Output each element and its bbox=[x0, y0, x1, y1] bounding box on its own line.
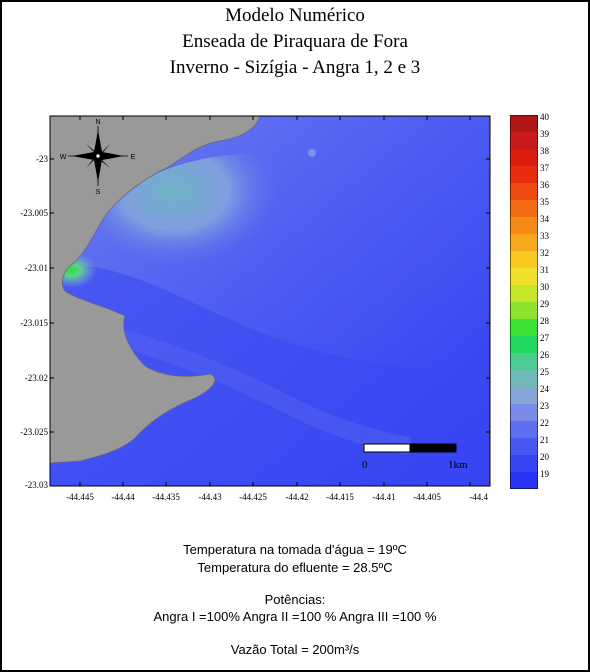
colorbar-label: 25 bbox=[540, 367, 549, 377]
caption-total-flow: Vazão Total = 200m³/s bbox=[230, 642, 360, 657]
x-tick-label: -44.415 bbox=[326, 492, 354, 502]
x-tick-marks bbox=[79, 116, 471, 486]
title-line-2: Enseada de Piraquara de Fora bbox=[182, 31, 408, 52]
y-tick-label: -23.005 bbox=[20, 208, 48, 218]
colorbar-label: 34 bbox=[540, 214, 549, 224]
x-tick-label: -44.445 bbox=[66, 492, 94, 502]
title-line-3: Inverno - Sizígia - Angra 1, 2 e 3 bbox=[169, 57, 421, 78]
colorbar-label: 30 bbox=[540, 282, 549, 292]
land-mass bbox=[50, 116, 261, 464]
colorbar-label: 28 bbox=[540, 316, 549, 326]
colorbar-label: 27 bbox=[540, 333, 549, 343]
colorbar-label: 23 bbox=[540, 401, 549, 411]
compass-w: W bbox=[60, 154, 67, 161]
compass-rose-icon: N S E W bbox=[60, 119, 136, 196]
colorbar-label: 36 bbox=[540, 180, 549, 190]
colorbar-label: 20 bbox=[540, 452, 549, 462]
colorbar-label: 35 bbox=[540, 197, 549, 207]
x-tick-label: -44.405 bbox=[413, 492, 441, 502]
y-tick-label: -23.015 bbox=[20, 318, 48, 328]
x-tick-label: -44.4 bbox=[469, 492, 488, 502]
colorbar-label: 26 bbox=[540, 350, 549, 360]
colorbar-swatches bbox=[509, 114, 539, 490]
compass-s: S bbox=[96, 189, 101, 196]
plume-green bbox=[60, 237, 160, 310]
y-tick-label: -23.025 bbox=[20, 427, 48, 437]
temperature-map[interactable]: N S E W bbox=[50, 116, 490, 486]
y-tick-label: -23.02 bbox=[24, 373, 48, 383]
map-canvas: N S E W bbox=[50, 116, 490, 486]
plume-spot bbox=[308, 149, 316, 157]
caption-intake-temperature: Temperatura na tomada d'água = 19ºC bbox=[183, 542, 407, 557]
colorbar-label: 19 bbox=[540, 469, 549, 479]
caption-powers: Angra I =100% Angra II =100 % Angra III … bbox=[153, 609, 437, 624]
colorbar-label: 21 bbox=[540, 435, 549, 445]
compass-n: N bbox=[95, 119, 100, 126]
y-tick-label: -23.01 bbox=[24, 263, 48, 273]
x-tick-label: -44.41 bbox=[372, 492, 396, 502]
x-tick-label: -44.44 bbox=[111, 492, 135, 502]
scale-bar bbox=[363, 443, 457, 453]
x-tick-label: -44.435 bbox=[152, 492, 180, 502]
colorbar-label: 22 bbox=[540, 418, 549, 428]
scale-bar-end-label: 1km bbox=[448, 459, 468, 471]
caption-effluent-temperature: Temperatura do efluente = 28.5ºC bbox=[197, 560, 393, 575]
colorbar-label: 32 bbox=[540, 248, 549, 258]
colorbar-label: 33 bbox=[540, 231, 549, 241]
y-tick-label: -23.03 bbox=[24, 480, 48, 490]
caption-powers-header: Potências: bbox=[264, 592, 326, 607]
colorbar bbox=[509, 114, 539, 490]
x-tick-label: -44.425 bbox=[239, 492, 267, 502]
y-tick-label: -23 bbox=[36, 154, 48, 164]
colorbar-label: 38 bbox=[540, 146, 549, 156]
water-deep bbox=[50, 264, 490, 486]
colorbar-label: 31 bbox=[540, 265, 549, 275]
x-tick-label: -44.43 bbox=[198, 492, 222, 502]
colorbar-label: 24 bbox=[540, 384, 549, 394]
colorbar-label: 29 bbox=[540, 299, 549, 309]
colorbar-label: 39 bbox=[540, 129, 549, 139]
x-tick-label: -44.42 bbox=[285, 492, 309, 502]
title-line-1: Modelo Numérico bbox=[225, 5, 365, 26]
y-tick-marks bbox=[50, 158, 490, 433]
colorbar-label: 37 bbox=[540, 163, 549, 173]
compass-e: E bbox=[131, 154, 136, 161]
colorbar-label: 40 bbox=[540, 112, 549, 122]
scale-bar-start-label: 0 bbox=[362, 459, 368, 471]
